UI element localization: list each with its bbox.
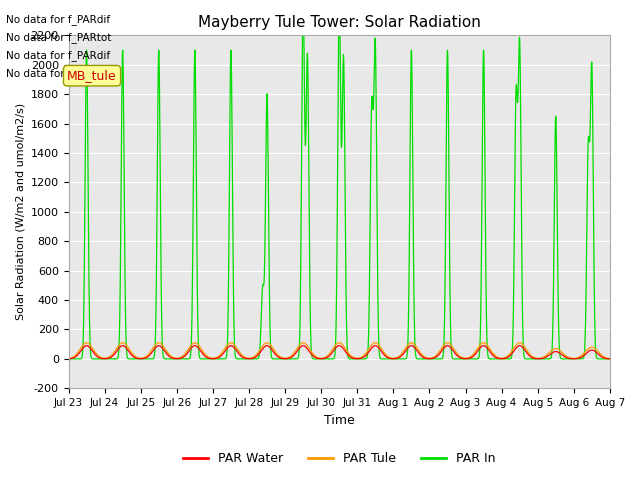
Title: Mayberry Tule Tower: Solar Radiation: Mayberry Tule Tower: Solar Radiation [198,15,481,30]
X-axis label: Time: Time [324,414,355,427]
Text: MB_tule: MB_tule [67,69,117,82]
Y-axis label: Solar Radiation (W/m2 and umol/m2/s): Solar Radiation (W/m2 and umol/m2/s) [15,103,25,320]
Text: No data for f_PARtot: No data for f_PARtot [6,68,112,79]
Text: No data for f_PARtot: No data for f_PARtot [6,32,112,43]
Text: No data for f_PARdif: No data for f_PARdif [6,13,111,24]
Legend: PAR Water, PAR Tule, PAR In: PAR Water, PAR Tule, PAR In [178,447,500,470]
Text: No data for f_PARdif: No data for f_PARdif [6,50,111,61]
